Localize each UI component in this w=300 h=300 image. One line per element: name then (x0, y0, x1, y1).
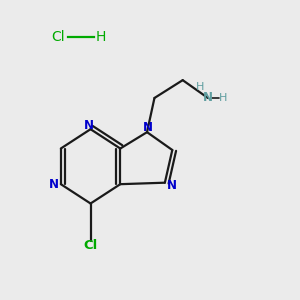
Text: H: H (96, 30, 106, 44)
Text: Cl: Cl (51, 30, 65, 44)
Text: N: N (49, 178, 59, 191)
Text: N: N (84, 119, 94, 132)
Text: N: N (203, 92, 213, 104)
Text: N: N (142, 121, 153, 134)
Text: H: H (196, 82, 205, 92)
Text: N: N (167, 178, 177, 192)
Text: Cl: Cl (83, 238, 98, 252)
Text: H: H (219, 93, 228, 103)
